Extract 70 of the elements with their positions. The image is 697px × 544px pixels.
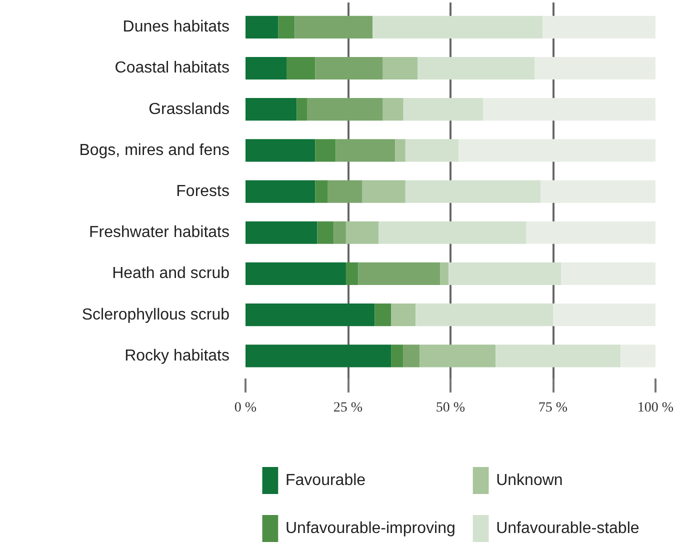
- y-tick-label: Dunes habitats: [122, 18, 230, 36]
- bar: [278, 16, 295, 38]
- bar: [336, 139, 396, 162]
- legend-label: Unfavourable-improving: [286, 520, 456, 537]
- bar: [246, 16, 278, 38]
- bar: [391, 304, 416, 326]
- bar: [391, 344, 404, 368]
- y-tick-label: Rocky habitats: [124, 347, 230, 364]
- bar: [374, 304, 392, 326]
- y-tick-label: Freshwater habitats: [88, 224, 230, 242]
- bar: [378, 221, 526, 244]
- bar: [246, 98, 297, 121]
- bar: [496, 344, 621, 368]
- y-tick-label: Sclerophyllous scrub: [82, 306, 230, 324]
- bar: [296, 98, 307, 121]
- bar: [542, 16, 656, 38]
- bar: [526, 221, 656, 244]
- bar: [246, 221, 318, 244]
- bar: [315, 139, 336, 162]
- y-tick-label: Bogs, mires and fens: [79, 142, 230, 159]
- bar: [448, 262, 562, 286]
- bar: [382, 56, 418, 80]
- bar: [553, 304, 656, 326]
- bar: [246, 180, 316, 203]
- bar: [405, 180, 541, 203]
- bar: [534, 56, 656, 80]
- bar: [246, 56, 286, 80]
- bar: [286, 56, 316, 80]
- bar: [334, 221, 346, 244]
- bar: [403, 98, 484, 121]
- y-tick-label: Forests: [176, 183, 230, 200]
- bar: [416, 304, 553, 326]
- bar: [317, 221, 334, 244]
- x-tick-label: 0 %: [234, 400, 257, 416]
- bar: [483, 98, 656, 121]
- bar: [315, 180, 328, 203]
- bar: [561, 262, 656, 286]
- bar: [246, 344, 392, 368]
- y-tick-label: Coastal habitats: [114, 60, 230, 77]
- bar: [346, 262, 358, 286]
- y-tick-label: Heath and scrub: [112, 265, 230, 282]
- bar: [458, 139, 656, 162]
- bar: [403, 344, 420, 368]
- x-tick-label: 50 %: [436, 400, 466, 416]
- bar: [420, 344, 496, 368]
- bar: [246, 262, 346, 286]
- bar: [440, 262, 448, 286]
- bar: [246, 304, 375, 326]
- x-tick-label: 75 %: [538, 400, 568, 416]
- bar: [620, 344, 656, 368]
- bar: [395, 139, 406, 162]
- legend-label: Unfavourable-stable: [496, 520, 640, 537]
- bar: [246, 139, 316, 162]
- bar: [294, 16, 373, 38]
- bar: [372, 16, 543, 38]
- bar: [328, 180, 362, 203]
- bar: [540, 180, 656, 203]
- bar: [362, 180, 406, 203]
- bar: [315, 56, 383, 80]
- legend-label: Unknown: [496, 472, 563, 489]
- bar: [405, 139, 459, 162]
- bar: [382, 98, 404, 121]
- y-tick-label: Grasslands: [148, 100, 230, 118]
- x-tick-label: 100 %: [637, 400, 674, 416]
- x-tick-label: 25 %: [333, 400, 363, 416]
- bar: [307, 98, 383, 121]
- bar: [418, 56, 535, 80]
- bar: [346, 221, 379, 244]
- legend-label: Favourable: [286, 472, 366, 489]
- bar: [358, 262, 440, 286]
